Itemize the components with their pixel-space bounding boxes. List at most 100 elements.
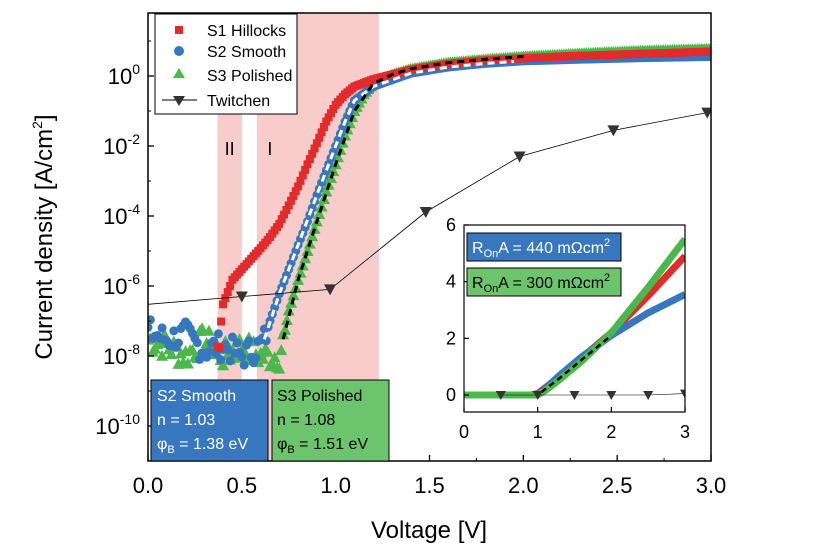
info-box-s3-phi: φB = 1.51 eV: [277, 436, 368, 456]
inset-annotation-s3-text: ROnA = 300 mΩcm2: [472, 272, 610, 295]
data-point: [287, 289, 300, 301]
info-box-s2-bg: [150, 379, 269, 462]
data-point: [310, 144, 319, 153]
data-point: [303, 160, 312, 169]
data-point: [261, 345, 274, 357]
data-point: [215, 344, 224, 353]
data-point: [213, 329, 223, 339]
data-point: [308, 149, 317, 158]
inset-annotation-s3: ROnA = 300 mΩcm2: [466, 267, 622, 297]
inset-frame: [463, 224, 686, 413]
data-point: [251, 353, 261, 363]
data-point: [165, 348, 178, 360]
data-point: [223, 288, 232, 297]
legend-marker-s3: [173, 68, 185, 78]
twitchen-point: [607, 125, 620, 137]
data-point: [148, 322, 153, 332]
data-point: [313, 207, 326, 219]
legend-label-s2: S2 Smooth: [207, 44, 286, 61]
legend-marker-s1: [175, 26, 183, 34]
data-point: [181, 357, 194, 369]
info-box-s3: S3 Polished n = 1.08 φB = 1.51 eV: [271, 379, 390, 462]
data-point: [256, 352, 269, 364]
data-point: [223, 345, 233, 355]
x-tick-label: 0.0: [133, 473, 164, 498]
inset-x-tick-label: 2: [606, 422, 616, 442]
data-point: [308, 222, 321, 234]
x-tick-label: 1.5: [414, 473, 445, 498]
data-point: [156, 349, 169, 361]
inset-twitchen-point: [643, 391, 654, 400]
data-point: [173, 338, 183, 348]
inset-twitchen-point: [495, 391, 506, 400]
inset-annotation-s2-bg: [466, 232, 622, 262]
inset-annotation-s2: ROnA = 440 mΩcm2: [466, 232, 622, 262]
inset-y-tick-label: 0: [446, 385, 456, 405]
info-box-s2-n: n = 1.03: [157, 412, 215, 429]
twitchen-point: [513, 151, 526, 163]
data-point: [192, 338, 202, 348]
fit-line-s2-smooth: [262, 59, 515, 340]
data-point: [320, 185, 333, 197]
data-point: [294, 182, 303, 191]
y-tick-label: 10-2: [103, 131, 140, 159]
x-tick-label: 3.0: [696, 473, 727, 498]
inset-data: [464, 237, 685, 400]
data-point: [237, 352, 247, 362]
data-point: [273, 362, 286, 374]
info-box-s2-phi: φB = 1.38 eV: [157, 436, 248, 456]
data-point: [169, 326, 179, 336]
legend-label-twitchen: Twitchen: [207, 93, 270, 110]
inset-annotation-s2-text: ROnA = 440 mΩcm2: [472, 237, 610, 260]
data-point: [287, 196, 296, 205]
info-box-s3-n: n = 1.08: [277, 412, 335, 429]
legend-marker-s2: [174, 46, 184, 56]
data-point: [232, 338, 242, 348]
data-point: [265, 316, 275, 326]
x-axis-ticks: 0.0 0.5 1.0 1.5 2.0 2.5 3.0: [133, 455, 727, 498]
y-tick-label: 10-8: [103, 341, 140, 369]
y-tick-label: 100: [108, 61, 140, 89]
data-point: [327, 165, 340, 177]
inset-annotation-s3-bg: [466, 267, 622, 297]
data-point: [195, 322, 208, 334]
twitchen-point: [419, 207, 432, 219]
twitchen-point: [701, 107, 711, 119]
data-point: [148, 315, 155, 325]
data-point: [291, 187, 300, 196]
data-point: [282, 304, 295, 316]
inset-twitchen-point: [606, 391, 617, 400]
data-point: [289, 191, 298, 200]
x-tick-label: 0.5: [227, 473, 258, 498]
data-point: [329, 105, 338, 114]
region-label-ii: II: [225, 139, 235, 159]
legend-marker-twitchen: [173, 96, 185, 106]
inset-twitchen-line: [500, 393, 685, 396]
legend-label-s3: S3 Polished: [207, 68, 292, 85]
data-point: [280, 314, 293, 326]
data-point: [312, 139, 321, 148]
data-point: [324, 113, 333, 122]
data-point: [284, 201, 293, 210]
data-point: [298, 171, 307, 180]
main-data: [148, 42, 711, 374]
data-point: [275, 219, 284, 228]
data-point: [707, 47, 711, 56]
data-point: [202, 324, 215, 336]
info-box-s3-bg: [271, 379, 390, 462]
data-point: [322, 117, 331, 126]
data-point: [280, 210, 289, 219]
data-point: [326, 109, 335, 118]
data-point: [305, 155, 314, 164]
y-axis-label: Current density [A/cm2]: [29, 114, 58, 359]
x-tick-label: 1.0: [320, 473, 351, 498]
legend-label-s1: S1 Hillocks: [207, 23, 286, 40]
inset-fit-line: [540, 334, 613, 394]
data-point: [306, 230, 319, 242]
data-point: [219, 300, 228, 309]
data-point: [282, 206, 291, 215]
data-point: [225, 356, 235, 366]
y-tick-label: 10-10: [95, 411, 140, 439]
inset-x-tick-label: 1: [533, 422, 543, 442]
x-axis-label: Voltage [V]: [371, 517, 487, 544]
